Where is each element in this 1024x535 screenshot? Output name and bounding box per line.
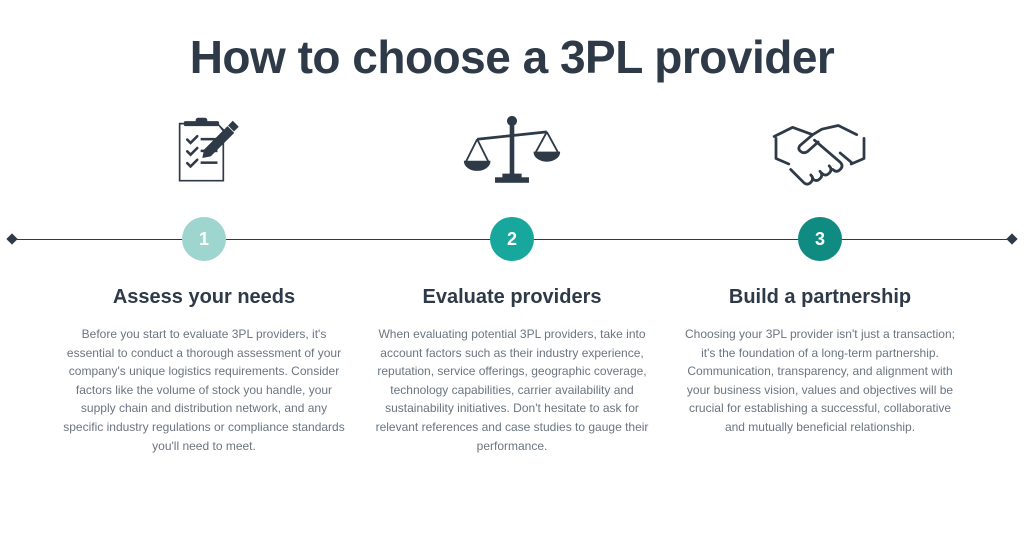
balance-scale-icon xyxy=(457,108,567,198)
step-badge-1: 1 xyxy=(182,217,226,261)
step-title: Assess your needs xyxy=(113,286,295,309)
handshake-icon xyxy=(765,108,875,198)
step-badge-3: 3 xyxy=(798,217,842,261)
step-2: 2 Evaluate providers When evaluating pot… xyxy=(358,108,666,455)
step-1: 1 Assess your needs Before you start to … xyxy=(50,108,358,455)
step-title: Evaluate providers xyxy=(423,286,602,309)
step-title: Build a partnership xyxy=(729,286,911,309)
step-body: Before you start to evaluate 3PL provide… xyxy=(62,325,346,455)
checklist-pencil-icon xyxy=(162,108,246,198)
steps-row: 1 Assess your needs Before you start to … xyxy=(50,108,974,455)
timeline-segment: 3 xyxy=(678,216,962,262)
page-title: How to choose a 3PL provider xyxy=(50,30,974,84)
timeline-segment: 2 xyxy=(370,216,654,262)
step-badge-2: 2 xyxy=(490,217,534,261)
step-body: Choosing your 3PL provider isn't just a … xyxy=(678,325,962,437)
timeline-segment: 1 xyxy=(62,216,346,262)
step-3: 3 Build a partnership Choosing your 3PL … xyxy=(666,108,974,455)
step-body: When evaluating potential 3PL providers,… xyxy=(370,325,654,455)
